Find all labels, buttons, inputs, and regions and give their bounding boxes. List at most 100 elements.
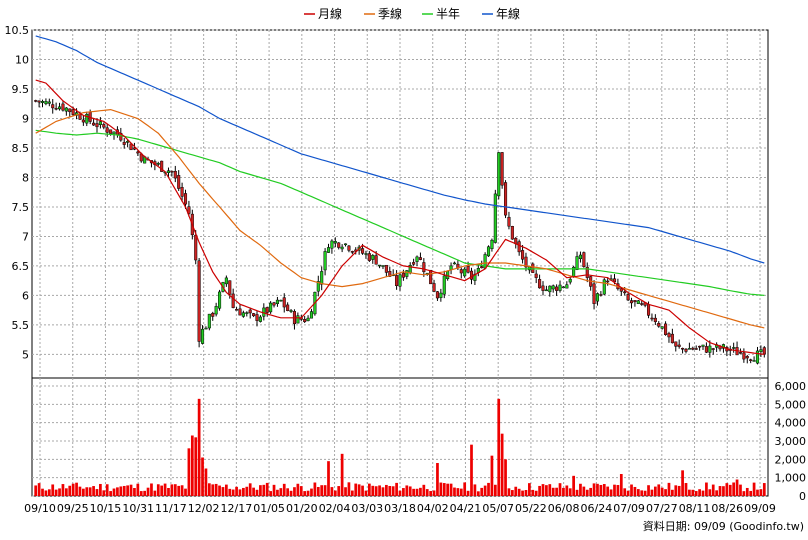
volume-bar [395, 482, 398, 496]
volume-bar [473, 484, 477, 496]
candle-body [326, 247, 331, 253]
volume-bar [245, 486, 249, 496]
volume-bar [446, 483, 450, 496]
volume-tick-label: 6,000 [775, 380, 807, 393]
candle-body [555, 286, 559, 291]
volume-bar [402, 488, 405, 496]
volume-bar [548, 484, 552, 496]
volume-bar [388, 485, 392, 496]
volume-axis-ticks: 6,000 5,000 4,000 3,000 2,000 1,000 0 [775, 380, 807, 503]
ma-month-line [35, 79, 765, 355]
volume-bar [269, 491, 272, 496]
candle-body [214, 306, 218, 315]
candle-body [633, 300, 637, 303]
candle-body [187, 206, 191, 214]
candle-body [269, 302, 273, 313]
price-tick-label: 10 [15, 53, 29, 66]
candle-body [296, 315, 300, 324]
volume-bar [565, 485, 569, 496]
candle-body [71, 109, 75, 116]
volume-bar [558, 483, 562, 496]
volume-bar [449, 483, 453, 496]
price-tick-label: 7 [22, 230, 29, 243]
candle-body [136, 151, 140, 154]
volume-bar [119, 486, 123, 496]
volume-bar [592, 483, 596, 496]
volume-tick-label: 0 [799, 490, 806, 503]
candle-body [650, 317, 654, 320]
volume-bar [415, 488, 419, 496]
price-axis-ticks: 10.5 10 9.5 9 8.5 8 7.5 7 6.5 6 5.5 5 [5, 24, 30, 361]
date-tick-label: 10/15 [90, 502, 122, 515]
volume-tick-label: 4,000 [775, 417, 807, 430]
volume-bar [37, 483, 41, 496]
volume-bar [350, 490, 354, 496]
volume-tick-label: 1,000 [775, 472, 807, 485]
candle-body [180, 187, 184, 197]
candle-body [275, 299, 279, 304]
volume-bar [272, 484, 276, 496]
volume-bar [466, 490, 470, 496]
candle-body [561, 286, 565, 289]
volume-bar [487, 482, 490, 496]
candle-body [95, 123, 99, 128]
volume-bar [391, 486, 395, 496]
volume-bar [579, 483, 582, 496]
candle-body [541, 285, 545, 291]
candle-body [228, 280, 232, 295]
volume-bar [327, 461, 330, 496]
volume-bar [225, 484, 228, 496]
volume-bar [562, 487, 565, 496]
volume-bar [88, 487, 92, 496]
candle-body [337, 242, 341, 248]
candle-body [469, 270, 474, 280]
candle-body [330, 240, 334, 249]
volume-bar [71, 483, 75, 496]
volume-bar [698, 489, 701, 496]
volume-bar [54, 489, 58, 496]
legend-label: 半年 [436, 7, 460, 21]
candle-body [691, 347, 695, 350]
volume-bar [405, 485, 409, 496]
volume-bar [310, 488, 313, 496]
volume-bar [99, 483, 102, 496]
candle-body [197, 260, 201, 342]
candle-body [207, 313, 211, 329]
volume-bar [255, 489, 259, 496]
date-tick-label: 06/08 [548, 502, 580, 515]
date-tick-label: 03/18 [384, 502, 416, 515]
candle-body [371, 255, 375, 260]
volume-bar [500, 433, 504, 496]
volume-bar [293, 487, 296, 496]
volume-bar [75, 482, 78, 496]
candle-body [64, 107, 68, 112]
volume-bar [177, 485, 181, 496]
candle-body [211, 312, 215, 317]
volume-bar [320, 485, 324, 496]
volume-bar [568, 488, 572, 496]
volume-bar [589, 487, 593, 496]
volume-bar [109, 491, 112, 496]
volume-bar [167, 487, 170, 496]
volume-bar [139, 491, 143, 496]
candle-body [629, 300, 634, 304]
volume-bar [289, 490, 293, 496]
candle-body [224, 277, 228, 285]
candle-body [548, 285, 552, 293]
date-axis-ticks: 09/10 09/25 10/15 10/31 11/17 12/02 12/17 01/05… [24, 502, 776, 515]
volume-bar [497, 398, 501, 496]
candle-body [749, 359, 753, 361]
volume-bar [657, 484, 661, 496]
candle-body [612, 278, 617, 283]
candle-body [531, 263, 535, 273]
volume-bar [299, 486, 303, 496]
candle-body [544, 289, 548, 292]
candle-body [109, 129, 113, 134]
ma-year-line [35, 35, 765, 264]
volume-bar [259, 485, 262, 496]
volume-bar [303, 491, 307, 496]
candle-body [279, 299, 283, 302]
volume-bar [313, 482, 317, 496]
candle-body [98, 121, 102, 125]
volume-bar [432, 490, 436, 496]
